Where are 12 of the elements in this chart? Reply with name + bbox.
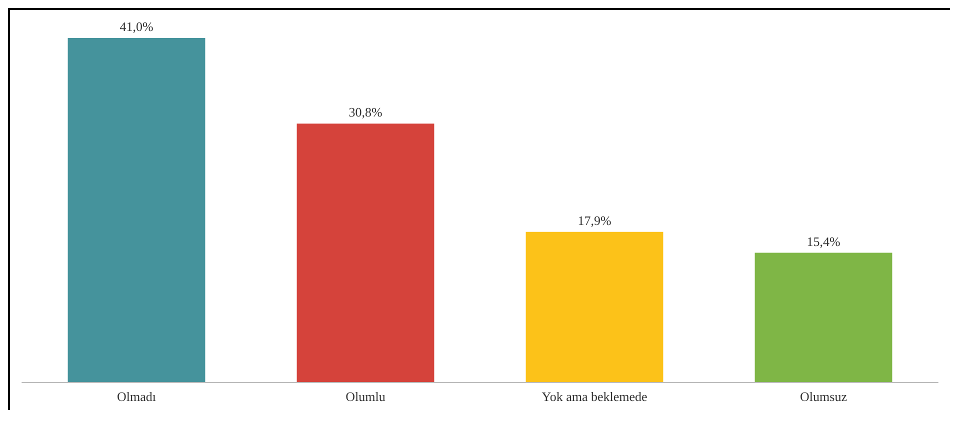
data-label: 17,9% [578, 212, 612, 228]
x-tick-label: Olumlu [346, 389, 386, 404]
bar [68, 38, 206, 382]
data-label: 15,4% [806, 234, 840, 249]
x-tick-label: Olmadı [117, 389, 156, 404]
x-tick-label: Yok ama beklemede [542, 389, 648, 404]
bar [754, 252, 892, 382]
data-label: 41,0% [120, 19, 154, 34]
bar [526, 232, 664, 382]
data-label: 30,8% [348, 104, 382, 120]
x-tick-label: Olumsuz [800, 389, 848, 404]
bar [296, 124, 434, 382]
